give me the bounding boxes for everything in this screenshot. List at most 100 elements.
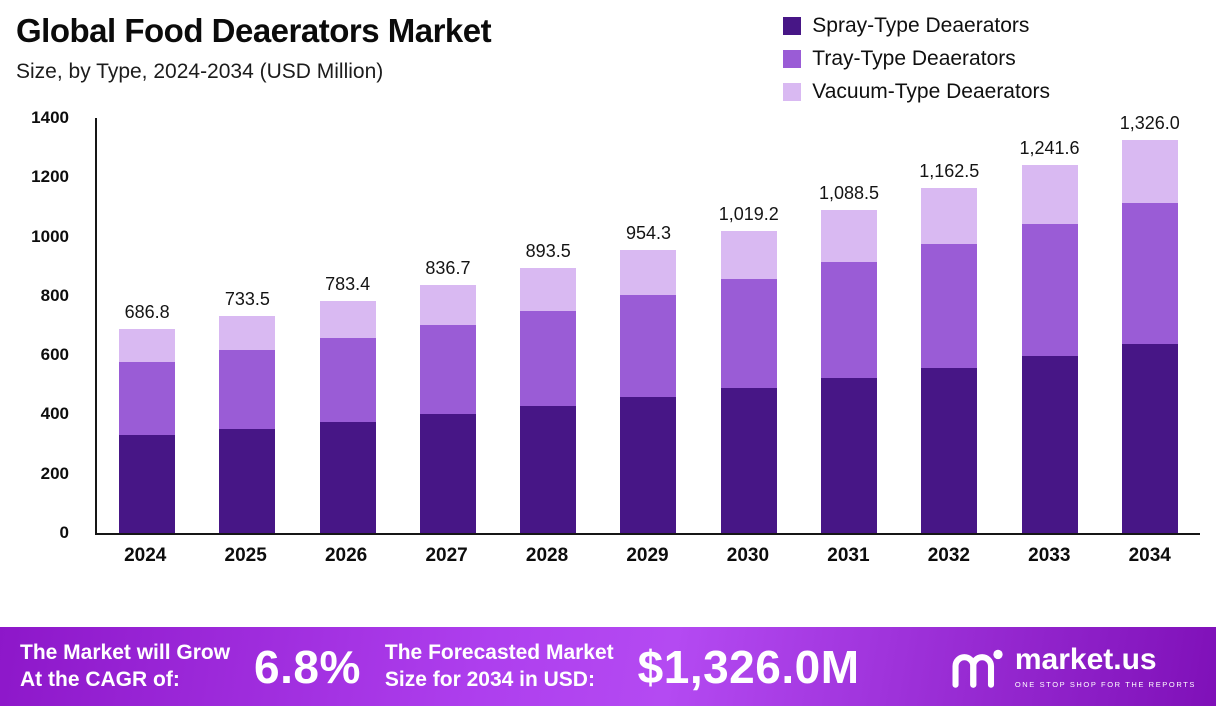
bar-segment-tray (921, 243, 978, 368)
footer-banner: The Market will Grow At the CAGR of: 6.8… (0, 627, 1216, 706)
x-tick-label: 2027 (425, 545, 468, 566)
title-block: Global Food Deaerators Market Size, by T… (16, 12, 492, 84)
bar-total-label: 1,241.6 (1019, 137, 1080, 158)
bar-group-2034: 1,326.0 (1100, 113, 1200, 533)
forecast-label-line2: Size for 2034 in USD: (384, 667, 595, 691)
bar-segment-tray (620, 295, 677, 398)
bar-group-2032: 1,162.5 (899, 118, 999, 533)
x-tick-label: 2031 (827, 545, 870, 566)
bar-total-label: 1,326.0 (1119, 112, 1180, 133)
stacked-bar (1021, 164, 1078, 533)
y-tick-label: 400 (40, 404, 69, 424)
forecast-value: $1,326.0M (637, 640, 860, 693)
bar-segment-tray (419, 324, 476, 414)
x-tick-label: 2034 (1128, 545, 1171, 566)
x-axis: 2024 2025 2026 2027 2028 2029 2030 2031 2032 2033… (95, 545, 1200, 567)
bar-group-2031: 1,088.5 (799, 118, 899, 533)
cagr-value: 6.8% (254, 640, 361, 693)
bar-segment-spray (1121, 344, 1178, 533)
bar-segment-spray (720, 388, 777, 533)
bar-segment-tray (119, 362, 176, 436)
bar-group-2028: 893.5 (498, 118, 598, 533)
y-tick-label: 1400 (31, 108, 69, 127)
x-tick-label: 2024 (124, 545, 167, 566)
bar-segment-vacuum (520, 268, 577, 311)
legend-label-spray: Spray-Type Deaerators (812, 14, 1030, 37)
y-axis: 0 200 400 600 800 1000 1200 1400 (7, 108, 81, 542)
x-tick-label: 2028 (525, 545, 569, 566)
y-tick-label: 0 (59, 523, 69, 542)
brand-block: market.us ONE STOP SHOP FOR THE REPORTS (949, 644, 1196, 689)
forecast-label-line1: The Forecasted Market (384, 641, 614, 665)
chart-title: Global Food Deaerators Market (16, 12, 492, 49)
bar-segment-vacuum (620, 250, 677, 296)
bar-segment-spray (319, 421, 376, 533)
chart-header: Global Food Deaerators Market Size, by T… (0, 0, 1216, 104)
bar-segment-vacuum (921, 188, 978, 244)
legend-label-tray: Tray-Type Deaerators (812, 47, 1016, 70)
bar-segment-vacuum (1021, 164, 1078, 224)
legend-item-spray: Spray-Type Deaerators (783, 14, 1050, 38)
stacked-bar (720, 230, 777, 533)
legend-item-tray: Tray-Type Deaerators (783, 47, 1050, 71)
stacked-bar (1121, 139, 1178, 533)
stacked-bar (520, 268, 577, 533)
bar-segment-vacuum (119, 329, 176, 363)
stacked-bar (119, 329, 176, 533)
legend-swatch-vacuum-icon (783, 83, 802, 101)
stacked-bar (820, 210, 877, 533)
x-tick-label: 2026 (324, 545, 368, 566)
bar-group-2026: 783.4 (298, 118, 398, 533)
bar-group-2030: 1,019.2 (699, 118, 799, 533)
bar-total-label: 836.7 (425, 258, 471, 278)
x-tick-label: 2025 (224, 545, 267, 566)
x-tick-label: 2030 (726, 545, 770, 566)
bar-segment-vacuum (219, 315, 276, 351)
x-tick-label: 2032 (927, 545, 970, 566)
stacked-bar (921, 188, 978, 533)
y-tick-label: 1000 (31, 226, 69, 246)
bar-total-label: 1,088.5 (818, 183, 880, 204)
bar-segment-spray (219, 428, 276, 533)
bar-total-label: 733.5 (224, 288, 270, 309)
bar-segment-spray (620, 397, 677, 533)
bar-segment-spray (520, 405, 577, 533)
bar-segment-spray (419, 413, 476, 533)
bar-segment-vacuum (319, 300, 376, 338)
bar-segment-tray (820, 261, 877, 379)
chart-body: 0 200 400 600 800 1000 1200 1400 686.8 733.5 783.… (31, 108, 1200, 542)
bar-segment-vacuum (1121, 139, 1178, 203)
y-tick-label: 600 (40, 345, 69, 365)
bar-segment-tray (720, 279, 777, 388)
bar-total-label: 1,162.5 (919, 161, 980, 182)
bar-segment-vacuum (820, 210, 877, 262)
bar-total-label: 783.4 (325, 273, 371, 294)
bar-group-2029: 954.3 (598, 118, 698, 533)
bar-segment-tray (219, 350, 276, 429)
bar-segment-tray (319, 337, 376, 422)
legend-swatch-tray-icon (783, 50, 802, 68)
cagr-label: The Market will Grow At the CAGR of: (20, 640, 230, 693)
brand-tagline: ONE STOP SHOP FOR THE REPORTS (1014, 679, 1196, 689)
brand-text: market.us ONE STOP SHOP FOR THE REPORTS (1014, 644, 1196, 689)
market-us-logo-icon (952, 649, 1003, 688)
bar-total-label: 893.5 (525, 241, 571, 262)
chart-subtitle: Size, by Type, 2024-2034 (USD Million) (16, 60, 384, 83)
bar-group-2027: 836.7 (398, 118, 498, 533)
bar-group-2033: 1,241.6 (999, 118, 1099, 533)
bar-group-2025: 733.5 (197, 118, 297, 533)
legend-label-vacuum: Vacuum-Type Deaerators (812, 80, 1050, 103)
bar-total-label: 954.3 (625, 223, 671, 244)
legend-item-vacuum: Vacuum-Type Deaerators (783, 80, 1050, 104)
stacked-bar (419, 285, 476, 533)
bar-total-label: 686.8 (124, 302, 170, 323)
stacked-bar (620, 250, 677, 533)
stacked-bar (319, 300, 376, 533)
cagr-label-line1: The Market will Grow (20, 641, 231, 665)
bar-segment-spray (1021, 356, 1078, 533)
cagr-label-line2: At the CAGR of: (20, 667, 180, 691)
bar-segment-tray (1121, 202, 1178, 345)
x-tick-label: 2033 (1028, 545, 1071, 566)
bar-segment-tray (520, 310, 577, 406)
